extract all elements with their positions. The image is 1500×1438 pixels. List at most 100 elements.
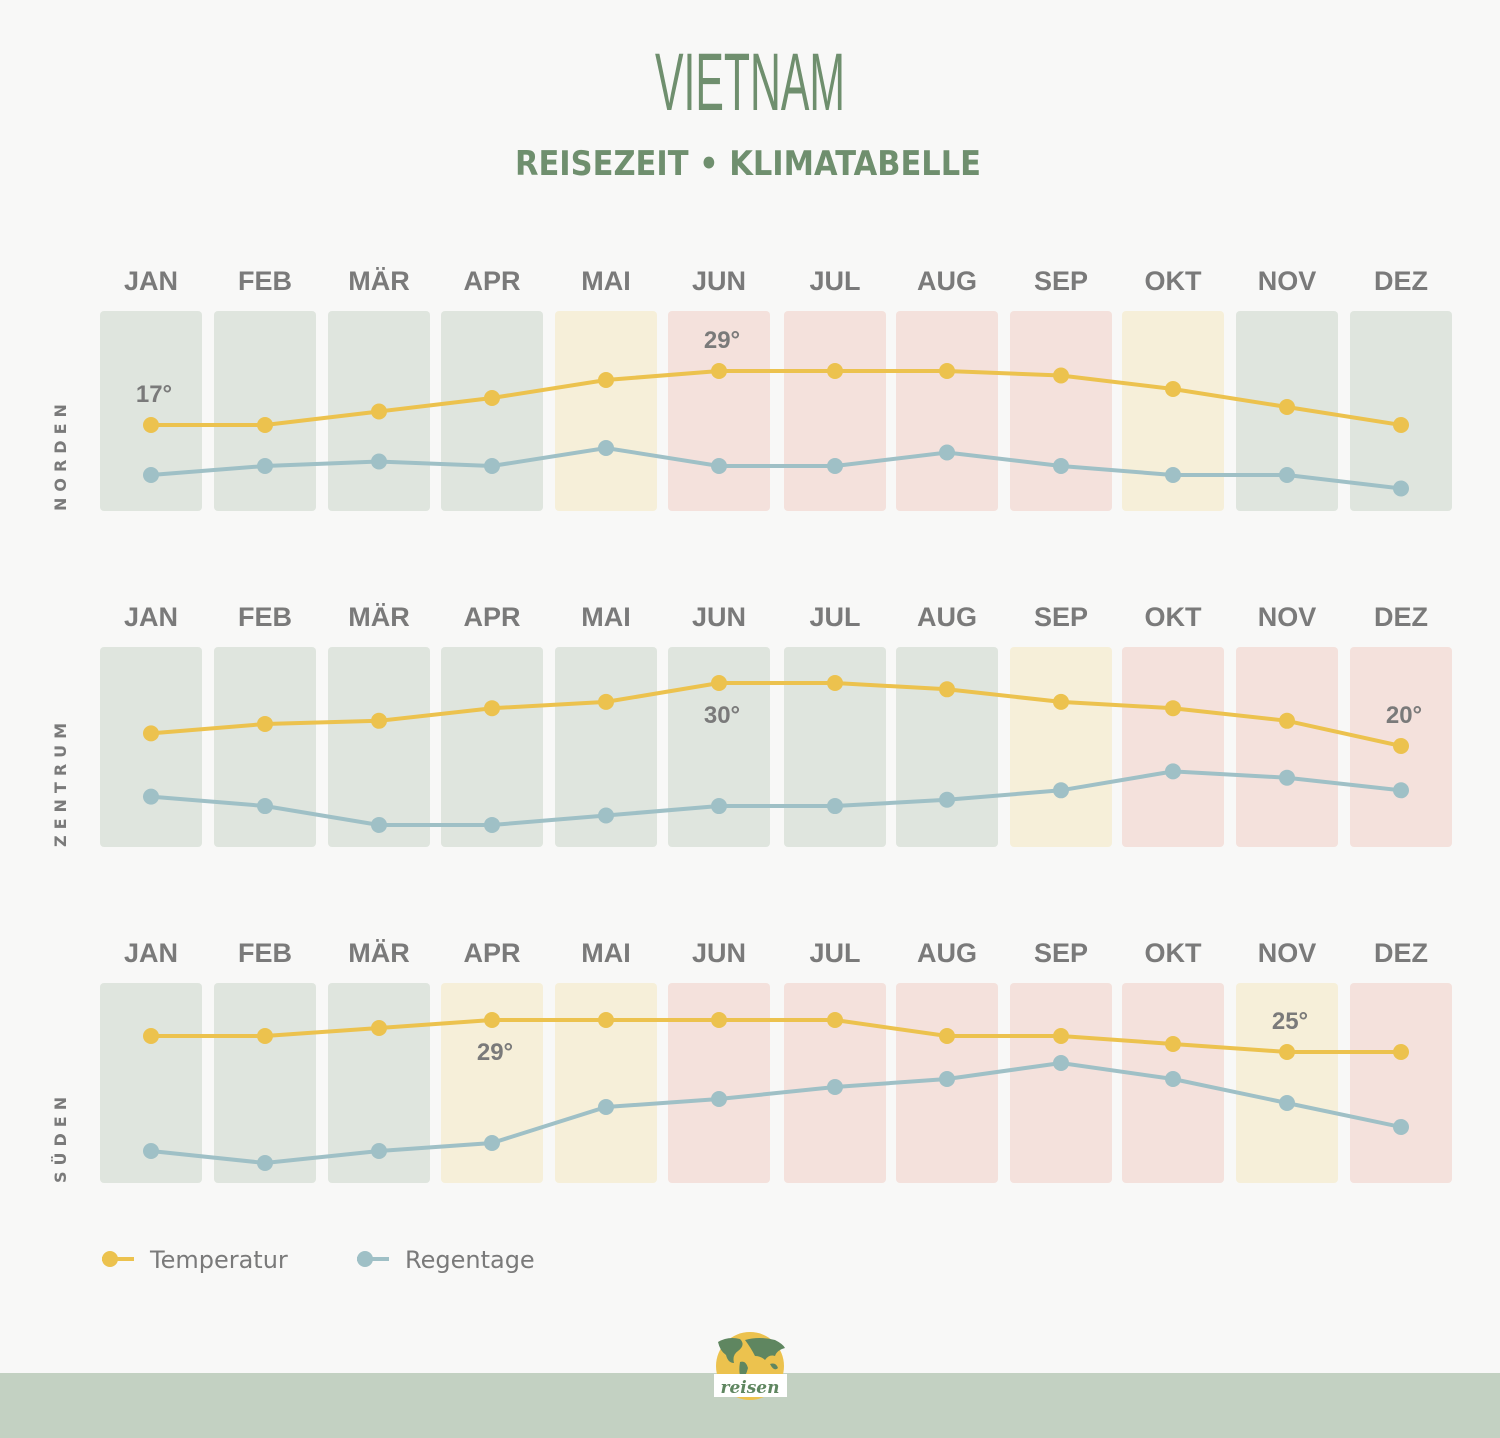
rain-point (484, 1135, 500, 1151)
month-label: AUG (917, 266, 977, 296)
rain-point (1279, 467, 1295, 483)
region-label: SÜDEN (51, 1091, 70, 1183)
month-label: AUG (917, 602, 977, 632)
month-cell-bad (1236, 647, 1338, 847)
temperature-point (598, 372, 614, 388)
month-cell-good (328, 983, 430, 1183)
month-cell-good (214, 311, 316, 511)
month-cell-good (328, 647, 430, 847)
month-label: JAN (124, 938, 178, 968)
month-label: JUN (692, 602, 746, 632)
temperature-point (371, 403, 387, 420)
chart-panels: NORDEN JAN FEB MÄR APR MAI JUN JUL AUG SEP OKT NOV D… (51, 266, 1452, 1183)
rain-point (711, 458, 727, 474)
temperature-data-label: 25° (1272, 1008, 1308, 1035)
rain-point (598, 807, 614, 824)
rain-point (598, 1099, 614, 1115)
page-title: VIETNAM (655, 37, 845, 128)
month-label: DEZ (1374, 938, 1428, 968)
temperature-point (143, 1028, 159, 1044)
temperature-point (484, 390, 500, 406)
temperature-line (151, 369, 1402, 427)
month-cell-bad (896, 311, 998, 511)
page-subtitle: REISEZEIT • KLIMATABELLE (515, 144, 981, 184)
month-label: JUL (809, 266, 860, 296)
month-label: SEP (1034, 266, 1088, 296)
month-cell-medium (1236, 983, 1338, 1183)
month-cell-good (896, 647, 998, 847)
svg-text:reisen: reisen (721, 1378, 780, 1398)
month-cell-good (1350, 311, 1452, 511)
month-cell-bad (1010, 983, 1112, 1183)
temperature-point (1165, 381, 1181, 397)
month-cell-medium (1122, 311, 1224, 511)
temperature-point (1053, 1028, 1069, 1044)
month-label: MAI (581, 266, 631, 296)
panel-norden: NORDEN JAN FEB MÄR APR MAI JUN JUL AUG SEP OKT NOV D… (51, 266, 1452, 511)
rain-point (1053, 782, 1069, 799)
legend-temperature-marker (102, 1251, 118, 1267)
month-cell-good (668, 647, 770, 847)
legend-rain-label: Regentage (405, 1246, 535, 1274)
rain-point (143, 467, 159, 483)
month-label: FEB (238, 602, 292, 632)
rain-point (257, 798, 273, 815)
rain-point (1279, 1095, 1295, 1111)
month-cell-bad (1010, 311, 1112, 511)
month-label: DEZ (1374, 602, 1428, 632)
panel-zentrum: ZENTRUM JAN FEB MÄR APR MAI JUN JUL AUG SEP OKT NOV… (51, 602, 1452, 847)
temperature-point (371, 1020, 387, 1036)
temperature-point (1393, 738, 1409, 754)
temperature-point (939, 681, 955, 698)
month-label: APR (463, 938, 520, 968)
rain-point (371, 453, 387, 470)
month-cell-good (441, 311, 543, 511)
rain-point (939, 791, 955, 808)
rain-point (1165, 467, 1181, 483)
month-label: OKT (1145, 602, 1203, 632)
legend-temperature-label: Temperatur (149, 1246, 288, 1274)
rain-point (143, 1143, 159, 1159)
month-cell-bad (784, 311, 886, 511)
month-cell-good (100, 983, 202, 1183)
month-label: NOV (1258, 938, 1317, 968)
rain-point (939, 1071, 955, 1087)
month-label: OKT (1145, 938, 1203, 968)
month-label: JUN (692, 938, 746, 968)
month-cell-medium (1010, 647, 1112, 847)
month-cell-good (100, 311, 202, 511)
temperature-point (143, 725, 159, 742)
temperature-data-label: 29° (704, 327, 740, 354)
rain-point (1165, 1071, 1181, 1087)
rain-point (371, 816, 387, 833)
temperature-point (257, 1028, 273, 1044)
month-label: MÄR (348, 938, 410, 968)
month-cell-bad (668, 983, 770, 1183)
region-label: NORDEN (51, 398, 70, 511)
month-label: NOV (1258, 602, 1317, 632)
rain-point (1393, 1119, 1409, 1135)
region-label: ZENTRUM (51, 717, 70, 847)
month-label: MAI (581, 602, 631, 632)
month-cell-good (100, 647, 202, 847)
temperature-point (484, 700, 500, 717)
temperature-point (711, 675, 727, 691)
temperature-point (598, 693, 614, 710)
rain-point (257, 1155, 273, 1171)
temperature-point (827, 1012, 843, 1028)
rain-point (711, 1091, 727, 1107)
temperature-point (827, 675, 843, 691)
rain-point (598, 440, 614, 456)
month-label: FEB (238, 266, 292, 296)
rain-point (827, 458, 843, 474)
temperature-point (1165, 700, 1181, 717)
temperature-point (1279, 399, 1295, 415)
temperature-point (598, 1012, 614, 1028)
rain-point (371, 1143, 387, 1159)
rain-point (939, 444, 955, 461)
temperature-point (257, 715, 273, 732)
temperature-data-label: 20° (1386, 702, 1422, 729)
month-cell-good (784, 647, 886, 847)
month-label: SEP (1034, 938, 1088, 968)
